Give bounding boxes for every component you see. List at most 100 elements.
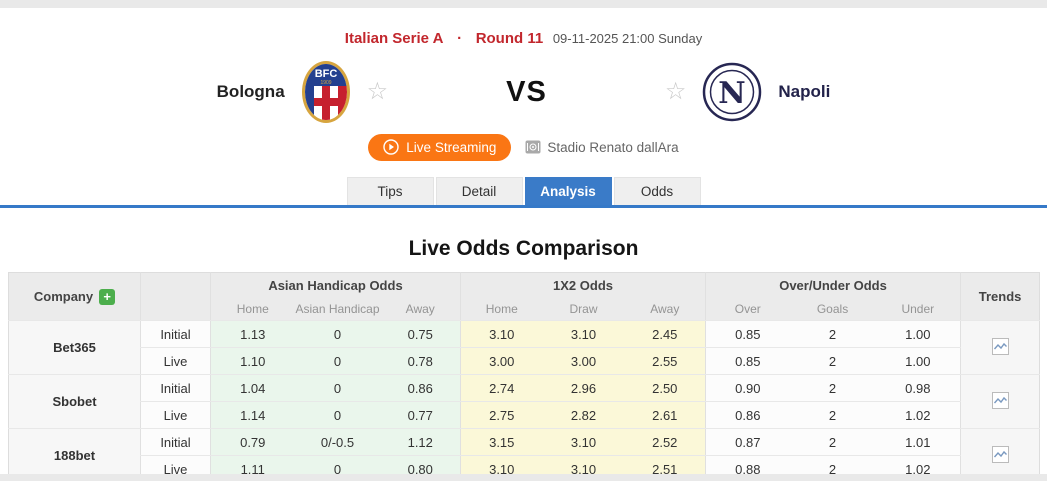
stage-label: Initial: [140, 374, 211, 402]
bologna-logo-text: BFC: [314, 68, 337, 80]
odds-value: 0.90: [705, 374, 790, 402]
odds-value: 2.82: [542, 401, 625, 429]
company-name-bet365[interactable]: Bet365: [8, 320, 141, 375]
tabs-wrap: Tips Detail Analysis Odds: [0, 177, 1047, 208]
odds-value: 2.45: [624, 320, 706, 348]
odds-value: 2.55: [624, 347, 706, 375]
league-name: Italian Serie A: [344, 30, 444, 47]
vs-label: VS: [506, 75, 547, 108]
odds-value: 2: [789, 374, 876, 402]
bottom-divider: [0, 474, 1047, 481]
odds-value: 2.61: [624, 401, 706, 429]
odds-value: 2: [789, 428, 876, 456]
table-row: Sbobet Initial 1.04 0 0.86 2.74 2.96 2.5…: [8, 374, 1040, 429]
odds-value: 0.86: [705, 401, 790, 429]
company-header: Company +: [8, 272, 141, 321]
odds-value: 2.50: [624, 374, 706, 402]
col-ah-home: Home: [210, 298, 295, 321]
napoli-logo-icon: N: [703, 62, 762, 122]
odds-value: 0/-0.5: [294, 428, 381, 456]
odds-value: 1.13: [210, 320, 295, 348]
tab-detail[interactable]: Detail: [435, 177, 523, 205]
table-row: 188bet Initial 0.79 0/-0.5 1.12 3.15 3.1…: [8, 428, 1040, 481]
col-1x2-draw: Draw: [542, 298, 625, 321]
odds-value: 1.00: [875, 320, 961, 348]
trends-header: Trends: [960, 272, 1040, 321]
stage-header: [140, 272, 211, 321]
odds-value: 3.10: [542, 428, 625, 456]
over-under-group-header: Over/Under Odds: [705, 272, 961, 299]
odds-value: 2.75: [460, 401, 543, 429]
odds-value: 2.52: [624, 428, 706, 456]
stage-label: Live: [140, 401, 211, 429]
odds-value: 0: [294, 374, 381, 402]
venue-name: Stadio Renato dallAra: [547, 139, 679, 155]
odds-value: 2: [789, 347, 876, 375]
col-ah-away: Away: [380, 298, 461, 321]
odds-value: 1.14: [210, 401, 295, 429]
company-name-188bet[interactable]: 188bet: [8, 428, 141, 481]
section-title: Live Odds Comparison: [408, 237, 639, 260]
match-meta: Italian Serie A · Round 11 09-11-2025 21…: [0, 30, 1047, 47]
odds-value: 0.86: [380, 374, 461, 402]
napoli-logo-letter: N: [719, 76, 746, 111]
odds-value: 0.87: [705, 428, 790, 456]
odds-value: 1.10: [210, 347, 295, 375]
play-icon: [383, 139, 399, 155]
company-header-label: Company: [33, 288, 94, 304]
live-streaming-button[interactable]: Live Streaming: [368, 133, 512, 161]
trend-chart-icon[interactable]: [991, 445, 1009, 463]
odds-value: 3.00: [460, 347, 543, 375]
home-favorite-star-icon[interactable]: ☆: [366, 78, 389, 105]
stage-label: Initial: [140, 428, 211, 456]
table-row: Live 1.10 0 0.78 3.00 3.00 2.55 0.85 2 1…: [9, 347, 1040, 375]
1x2-group-header: 1X2 Odds: [459, 272, 706, 299]
bologna-logo-year: 1909: [320, 80, 331, 86]
odds-value: 2.96: [542, 374, 625, 402]
col-ou-over: Over: [705, 298, 790, 321]
odds-value: 1.12: [380, 428, 461, 456]
company-name-sbobet[interactable]: Sbobet: [8, 374, 141, 429]
table-row: Live 1.14 0 0.77 2.75 2.82 2.61 0.86 2 1…: [9, 401, 1040, 429]
away-favorite-star-icon[interactable]: ☆: [664, 78, 687, 105]
live-row: Live Streaming Stadio Renato dallAra: [0, 133, 1047, 161]
col-ou-under: Under: [875, 298, 961, 321]
odds-value: 2: [789, 401, 876, 429]
odds-value: 0.77: [380, 401, 461, 429]
round-label: Round 11: [475, 30, 544, 47]
tab-odds[interactable]: Odds: [613, 177, 701, 205]
col-1x2-home: Home: [460, 298, 543, 321]
match-datetime: 09-11-2025 21:00 Sunday: [552, 31, 703, 46]
odds-value: 1.02: [875, 401, 961, 429]
venue: Stadio Renato dallAra: [525, 139, 679, 155]
top-divider: [0, 0, 1047, 8]
tab-underline: [0, 205, 1047, 208]
odds-value: 0: [294, 401, 381, 429]
col-ah-handicap: Asian Handicap: [294, 298, 381, 321]
home-team-name: Bologna: [216, 82, 285, 101]
stage-label: Initial: [140, 320, 211, 348]
odds-value: 0: [294, 347, 381, 375]
odds-value: 1.00: [875, 347, 961, 375]
separator-dot: ·: [457, 30, 463, 47]
trends-cell: [960, 428, 1040, 481]
odds-value: 3.00: [542, 347, 625, 375]
odds-value: 0: [294, 320, 381, 348]
trends-cell: [960, 320, 1040, 375]
tab-analysis[interactable]: Analysis: [524, 177, 612, 205]
trend-chart-icon[interactable]: [991, 391, 1009, 409]
odds-value: 3.15: [460, 428, 543, 456]
table-row: Bet365 Initial 1.13 0 0.75 3.10 3.10 2.4…: [8, 320, 1040, 375]
stadium-icon: [525, 140, 541, 154]
tab-tips[interactable]: Tips: [346, 177, 434, 205]
odds-value: 0.98: [875, 374, 961, 402]
odds-comparison-table: Company + Asian Handicap Odds 1X2 Odds Ov…: [8, 272, 1041, 481]
odds-value: 0.85: [705, 347, 790, 375]
trends-cell: [960, 374, 1040, 429]
home-team-block: Bologna BFC 1909 ☆: [216, 60, 389, 124]
bologna-logo-icon: BFC 1909: [301, 61, 350, 123]
odds-value: 0.85: [705, 320, 790, 348]
add-company-button[interactable]: +: [99, 288, 116, 305]
trend-chart-icon[interactable]: [991, 337, 1009, 355]
stage-label: Live: [140, 347, 211, 375]
